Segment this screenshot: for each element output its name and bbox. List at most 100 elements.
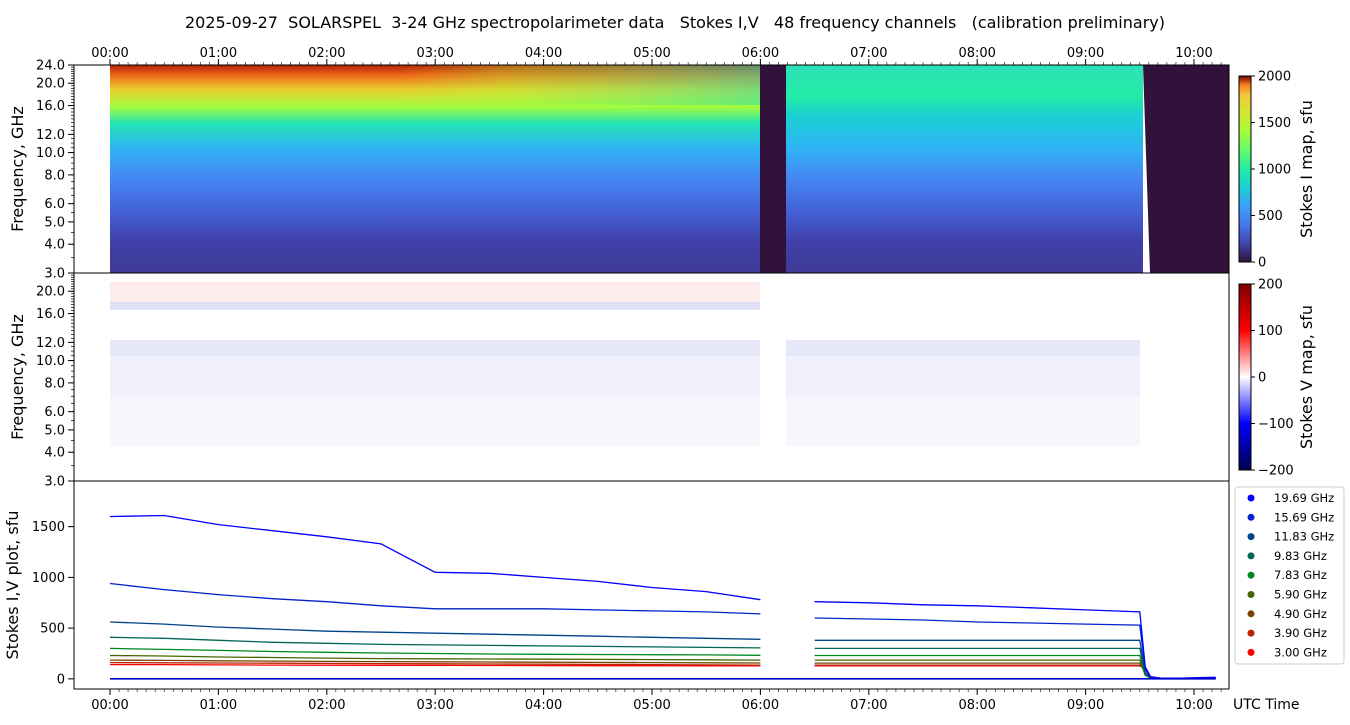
stokes-v-10ghz-band [110, 356, 1140, 396]
stokes-i-ytick-label: 12.0 [36, 128, 65, 143]
top-xtick-label: 04:00 [525, 46, 562, 61]
stokes-i-colorbar-gradient [1238, 75, 1252, 263]
stokes-v-colorbar-tick-label: 200 [1258, 278, 1283, 293]
legend-marker [1247, 648, 1255, 656]
bottom-xtick-label: 03:00 [416, 698, 453, 713]
legend-label: 3.00 GHz [1274, 645, 1327, 659]
legend-marker [1247, 513, 1255, 521]
bottom-xtick-label: 02:00 [308, 698, 345, 713]
bottom-xtick-label: 07:00 [850, 698, 887, 713]
stokes-v-colorbar-ticks: 200 100 0 −100 −200 [1251, 278, 1294, 479]
stokes-v-ytick-label: 10.0 [36, 354, 65, 369]
top-xtick-label: 09:00 [1067, 46, 1104, 61]
plot-ytick-label: 500 [40, 622, 65, 637]
stokes-i-ytick-label: 20.0 [36, 77, 65, 92]
stokes-v-colorbar: 200 100 0 −100 −200 Stokes V map, sfu [1238, 278, 1316, 479]
stokes-iv-plot-panel: Stokes I,V plot, sfu UTC Time 0 500 1000 15… [3, 480, 1299, 713]
stokes-i-ytick-label: 6.0 [44, 197, 65, 212]
stokes-i-colorbar-tick-label: 1500 [1258, 116, 1291, 131]
bottom-xtick-label: 06:00 [742, 698, 779, 713]
stokes-v-ytick-label: 3.0 [44, 475, 65, 490]
stokes-v-colorbar-tick-label: −200 [1258, 464, 1294, 479]
stokes-i-panel: Frequency, GHz 3.0 4.0 5.0 6.0 8.0 10.0 12.0 16… [8, 46, 1230, 282]
stokes-v-16ghz-band [110, 302, 760, 310]
plot-ytick-label: 0 [57, 672, 65, 687]
top-xtick-label: 01:00 [200, 46, 237, 61]
stokes-i-ytick-label: 24.0 [36, 59, 65, 74]
top-xtick-label: 05:00 [633, 46, 670, 61]
legend-label: 9.83 GHz [1274, 549, 1327, 563]
bottom-xtick-label: 09:00 [1067, 698, 1104, 713]
stokes-v-colorbar-tick-label: −100 [1258, 417, 1294, 432]
legend-marker [1247, 494, 1255, 502]
stokes-i-colorbar-tick-label: 500 [1258, 209, 1283, 224]
stokes-v-ylabel: Frequency, GHz [8, 314, 27, 440]
stokes-i-ytick-label: 5.0 [44, 215, 65, 230]
stokes-v-panel: Frequency, GHz 3.0 4.0 5.0 6.0 8.0 10.0 12.0 16… [8, 272, 1230, 490]
top-xtick-label: 08:00 [958, 46, 995, 61]
stokes-v-upper-band [110, 282, 760, 304]
bottom-xtick-label: 04:00 [525, 698, 562, 713]
stokes-i-gap-1 [760, 65, 786, 273]
stokes-v-ytick-label: 4.0 [44, 446, 65, 461]
stokes-iv-plot-ylabel: Stokes I,V plot, sfu [3, 511, 22, 660]
stokes-v-ytick-label: 20.0 [36, 285, 65, 300]
stokes-i-ytick-label: 16.0 [36, 99, 65, 114]
top-xtick-label: 02:00 [308, 46, 345, 61]
legend-marker [1247, 629, 1255, 637]
stokes-i-ytick-label: 4.0 [44, 238, 65, 253]
legend-label: 7.83 GHz [1274, 568, 1327, 582]
legend-marker [1247, 591, 1255, 598]
bottom-xtick-label: 10:00 [1175, 698, 1212, 713]
legend-label: 5.90 GHz [1274, 588, 1327, 602]
stokes-iv-plot-yticks: 0 500 1000 1500 [32, 520, 74, 687]
legend-marker [1247, 571, 1255, 579]
stokes-i-ytick-label: 3.0 [44, 267, 65, 282]
stokes-i-colorbar-label: Stokes I map, sfu [1297, 100, 1316, 238]
legend-label: 15.69 GHz [1274, 510, 1334, 524]
legend-marker [1247, 552, 1255, 560]
stokes-i-spectrum-late [786, 65, 1143, 273]
stokes-v-ytick-label: 6.0 [44, 405, 65, 420]
stokes-v-colorbar-gradient [1238, 283, 1252, 471]
stokes-i-colorbar: 0 500 1000 1500 2000 Stokes I map, sfu [1238, 70, 1316, 271]
top-xtick-label: 10:00 [1175, 46, 1212, 61]
stokes-v-ytick-label: 5.0 [44, 423, 65, 438]
stokes-i-colorbar-tick-label: 0 [1258, 256, 1266, 271]
top-xtick-label: 06:00 [742, 46, 779, 61]
legend-marker [1247, 533, 1255, 541]
legend-label: 11.83 GHz [1274, 530, 1334, 544]
stokes-i-top-xticks: 00:00 01:00 02:00 03:00 04:00 05:00 06:00 07:00… [91, 46, 1222, 65]
legend-label: 19.69 GHz [1274, 491, 1334, 505]
stokes-i-colorbar-tick-label: 2000 [1258, 70, 1291, 85]
stokes-v-12ghz-band [110, 340, 1140, 356]
stokes-i-yticks: 3.0 4.0 5.0 6.0 8.0 10.0 12.0 16.0 20.0 24.0 [36, 59, 74, 282]
legend: 19.69 GHz 15.69 GHz 11.83 GHz 9.83 GHz 7.83 … [1234, 486, 1345, 665]
legend-marker [1247, 610, 1255, 618]
bottom-xtick-label: 08:00 [958, 698, 995, 713]
bottom-xtick-label: 05:00 [633, 698, 670, 713]
stokes-iv-plot-xticks: 00:00 01:00 02:00 03:00 04:00 05:00 06:00 07:00… [91, 689, 1222, 713]
bottom-xtick-label: 00:00 [91, 698, 128, 713]
legend-label: 3.90 GHz [1274, 626, 1327, 640]
stokes-v-ytick-label: 16.0 [36, 307, 65, 322]
plot-ytick-label: 1000 [32, 571, 65, 586]
stokes-v-yticks: 3.0 4.0 5.0 6.0 8.0 10.0 12.0 16.0 20.0 [36, 272, 74, 490]
stokes-i-ytick-label: 8.0 [44, 168, 65, 183]
figure-title: 2025-09-27 SOLARSPEL 3-24 GHz spectropol… [185, 13, 1165, 32]
stokes-v-ytick-label: 8.0 [44, 376, 65, 391]
stokes-i-ytick-label: 10.0 [36, 146, 65, 161]
stokes-v-gap-1 [760, 273, 786, 481]
stokes-i-colorbar-ticks: 0 500 1000 1500 2000 [1251, 70, 1291, 271]
stokes-i-colorbar-tick-label: 1000 [1258, 163, 1291, 178]
legend-box [1234, 486, 1345, 665]
stokes-v-ytick-label: 12.0 [36, 336, 65, 351]
top-xtick-label: 07:00 [850, 46, 887, 61]
stokes-i-gap-2 [1143, 65, 1229, 273]
stokes-i-hot-band-fade [400, 65, 760, 105]
bottom-xtick-label: 01:00 [200, 698, 237, 713]
stokes-iv-plot-lines [109, 514, 1216, 680]
stokes-v-colorbar-tick-label: 0 [1258, 371, 1266, 386]
plot-ytick-label: 1500 [32, 520, 65, 535]
